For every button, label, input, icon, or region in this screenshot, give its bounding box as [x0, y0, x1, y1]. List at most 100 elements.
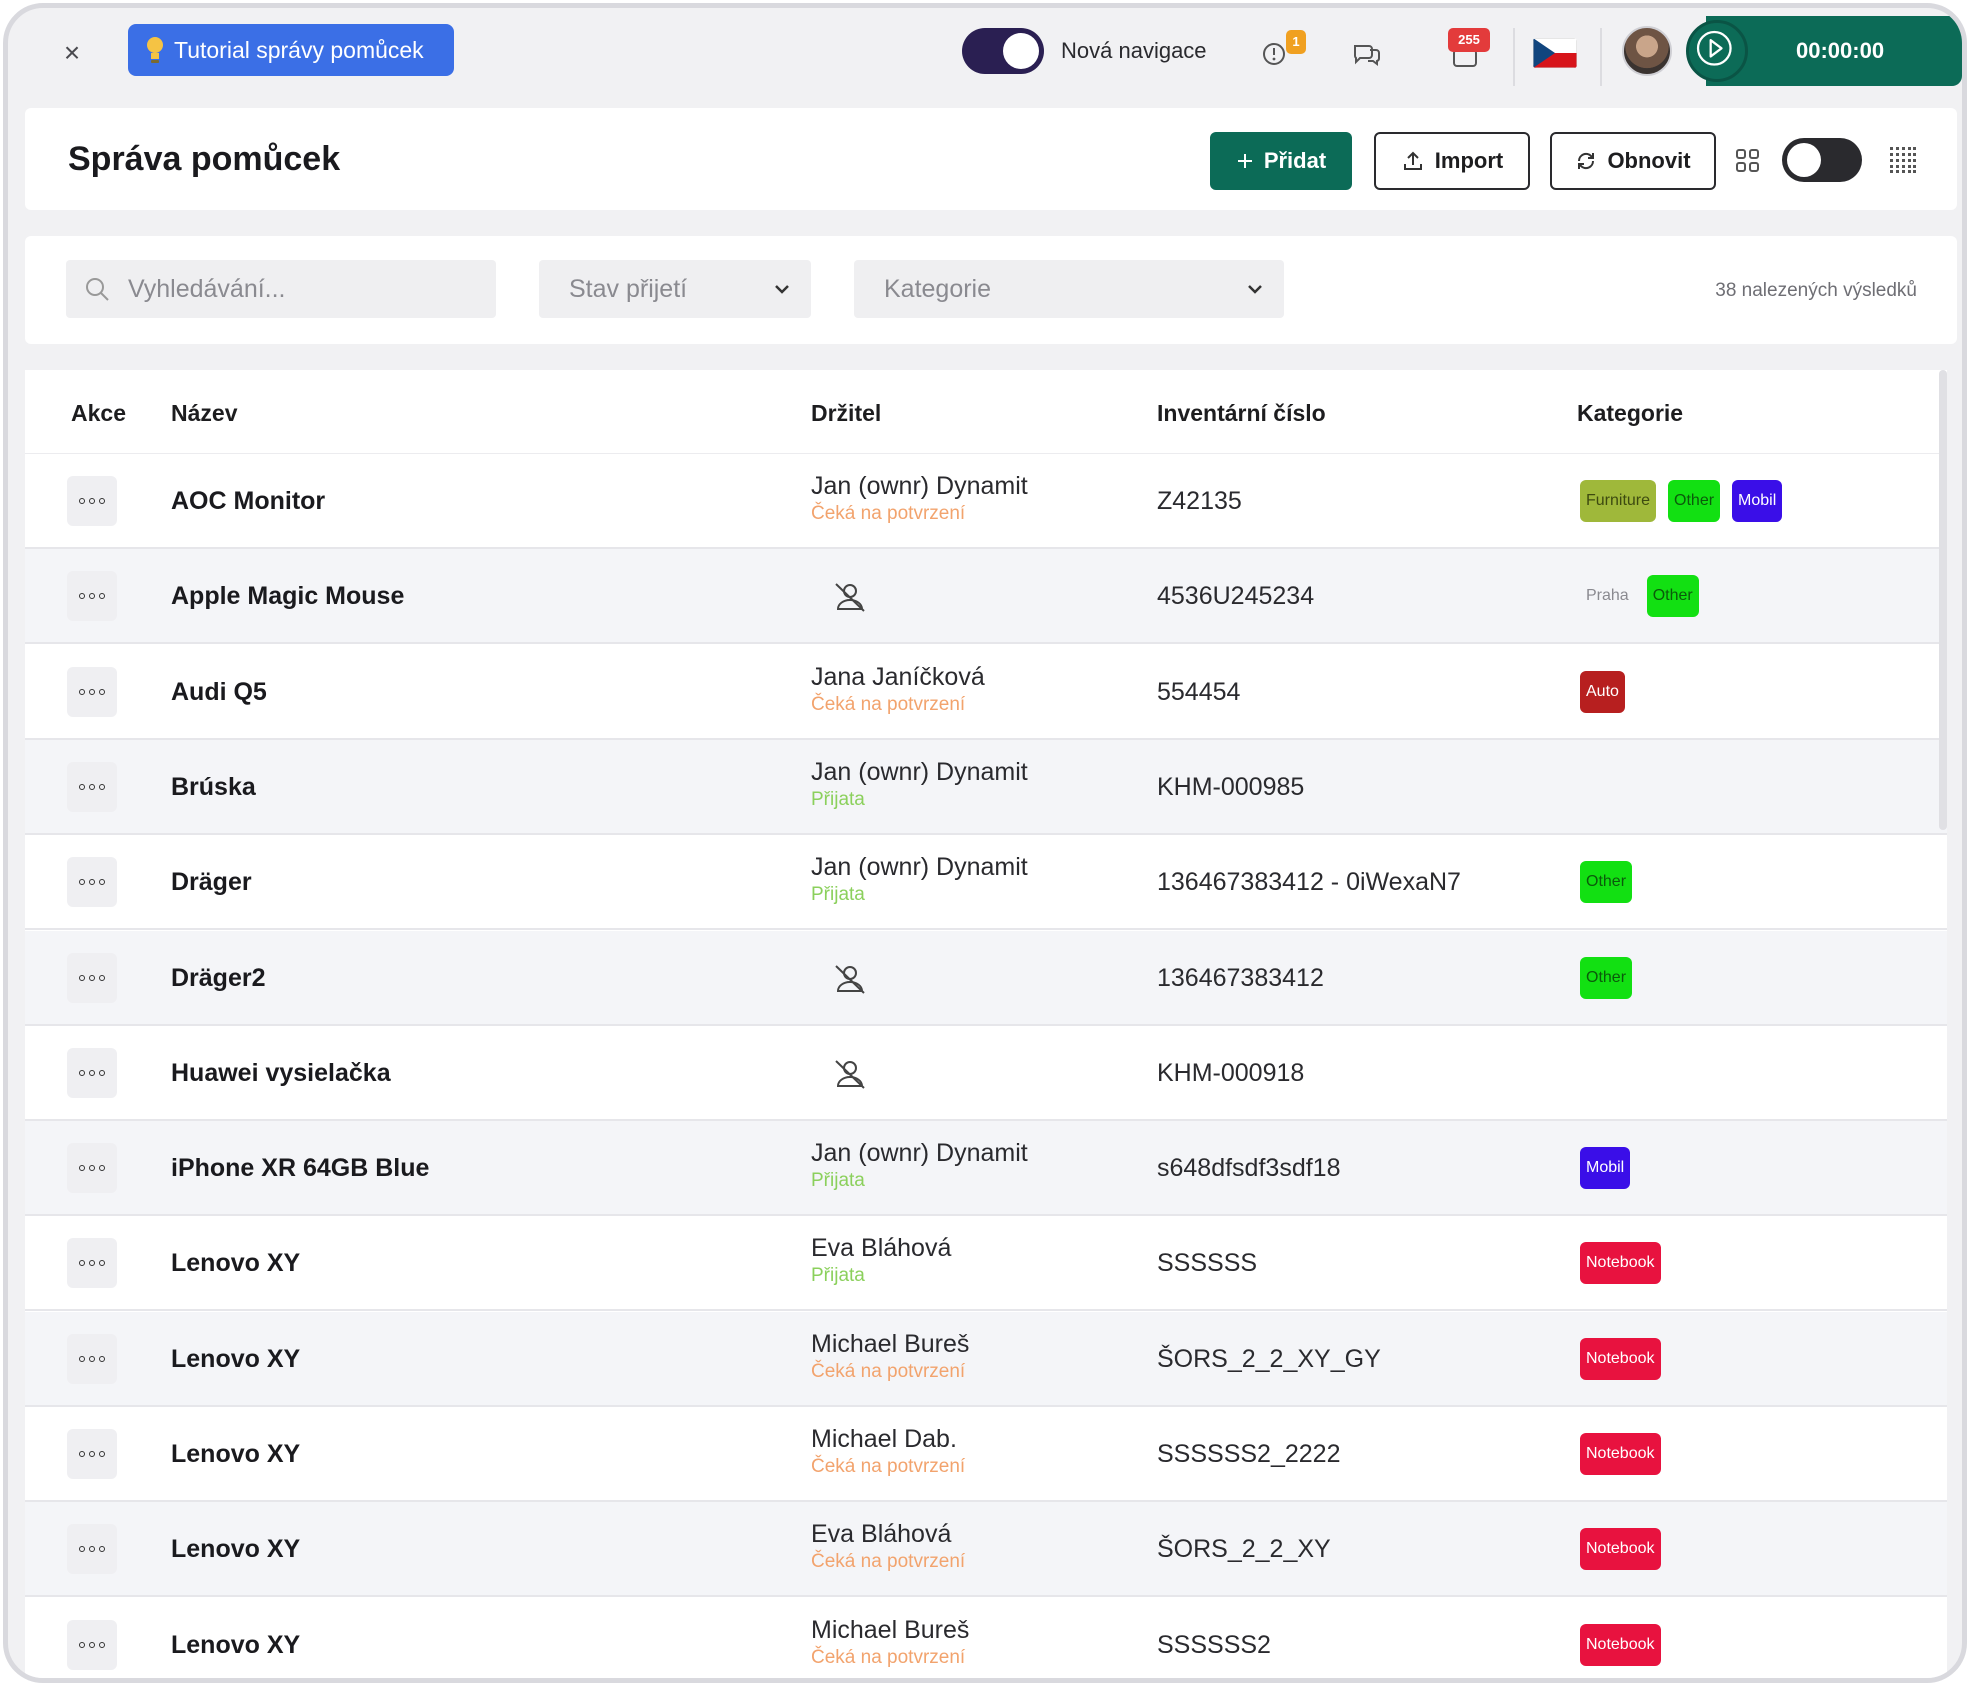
holder-status: Čeká na potvrzení: [811, 1360, 966, 1382]
grid-view-icon[interactable]: [1735, 148, 1761, 174]
inventory-number: ŠORS_2_2_XY_GY: [1157, 1344, 1381, 1373]
add-button[interactable]: Přidat: [1210, 132, 1352, 190]
acceptance-state-select[interactable]: Stav přijetí: [539, 260, 811, 318]
row-actions-button[interactable]: [67, 476, 117, 526]
holder-name: Michael Bureš: [811, 1329, 970, 1358]
holder-cell: Jana Janíčková Čeká na potvrzení: [811, 663, 985, 716]
holder-name: Jan (ownr) Dynamit: [811, 757, 1028, 786]
new-navigation-toggle[interactable]: [962, 28, 1044, 74]
dot-icon: [89, 1069, 95, 1076]
czech-flag-icon[interactable]: [1533, 38, 1577, 68]
row-actions-button[interactable]: [67, 1143, 117, 1194]
item-name[interactable]: AOC Monitor: [171, 487, 326, 515]
holder-name: Eva Bláhová: [811, 1520, 952, 1549]
view-toggle[interactable]: [1782, 138, 1862, 182]
column-header-name[interactable]: Název: [171, 400, 238, 426]
item-name[interactable]: Lenovo XY: [171, 1249, 301, 1278]
item-name[interactable]: iPhone XR 64GB Blue: [171, 1154, 430, 1183]
item-name[interactable]: Apple Magic Mouse: [171, 582, 405, 611]
table-row[interactable]: AOC Monitor Jan (ownr) Dynamit Čeká na pot…: [25, 454, 1947, 549]
alert-info-icon[interactable]: [1260, 36, 1294, 70]
table-row[interactable]: Audi Q5 Jana Janíčková Čeká na potvrzení 55…: [25, 645, 1947, 740]
item-name[interactable]: Huawei vysielačka: [171, 1058, 391, 1087]
row-actions-button[interactable]: [67, 1524, 117, 1575]
refresh-icon: [1578, 152, 1595, 170]
column-header-inventory-number[interactable]: Inventární číslo: [1157, 400, 1326, 426]
holder-cell: Eva Bláhová Přijata: [811, 1234, 951, 1287]
category-select-label: Kategorie: [884, 274, 992, 303]
holder-status: Čeká na potvrzení: [811, 1456, 966, 1477]
table-row[interactable]: Dräger Jan (ownr) Dynamit Přijata 136467383…: [25, 835, 1947, 931]
dot-icon: [89, 688, 95, 695]
dense-grid-icon[interactable]: [1889, 146, 1917, 174]
table-row[interactable]: Lenovo XY Michael Bureš Čeká na potvrzení S…: [25, 1598, 1947, 1678]
search-input[interactable]: Vyhledávání...: [66, 260, 496, 318]
import-button[interactable]: Import: [1374, 132, 1530, 190]
table-row[interactable]: Lenovo XY Eva Bláhová Čeká na potvrzení ŠOR…: [25, 1502, 1947, 1598]
table-row[interactable]: Apple Magic Mouse 4536U245234 Praha Other: [25, 549, 1947, 645]
toggle-knob: [1003, 33, 1039, 69]
dot-icon: [89, 879, 95, 886]
item-name[interactable]: Lenovo XY: [171, 1440, 301, 1468]
row-actions-button[interactable]: [67, 666, 117, 717]
column-header-category[interactable]: Kategorie: [1577, 400, 1684, 426]
dot-icon: [99, 1165, 105, 1172]
dot-icon: [79, 498, 85, 504]
row-actions-button[interactable]: [67, 1429, 117, 1479]
table-row[interactable]: Lenovo XY Michael Bureš Čeká na potvrzení Š…: [25, 1311, 1947, 1407]
holder-cell: Jan (ownr) Dynamit Přijata: [811, 853, 1028, 906]
holder-cell: Jan (ownr) Dynamit Přijata: [811, 1139, 1028, 1192]
table-row[interactable]: Huawei vysielačka KHM-000918: [25, 1026, 1947, 1121]
inventory-number: s648dfsdf3sdf18: [1157, 1154, 1341, 1183]
row-actions-button[interactable]: [67, 1238, 117, 1289]
dot-icon: [89, 1546, 95, 1553]
row-actions-button[interactable]: [67, 857, 117, 908]
row-actions-button[interactable]: [67, 1047, 117, 1098]
item-name[interactable]: Lenovo XY: [171, 1630, 301, 1659]
table-row[interactable]: Brúska Jan (ownr) Dynamit Přijata KHM-00098…: [25, 739, 1947, 835]
row-actions-button[interactable]: [67, 1619, 117, 1670]
table-row[interactable]: Dräger2 136467383412 Other: [25, 930, 1947, 1026]
table-row[interactable]: iPhone XR 64GB Blue Jan (ownr) Dynamit Při…: [25, 1121, 1947, 1217]
alerts-badge: 1: [1286, 30, 1306, 54]
inventory-number: ŠORS_2_2_XY: [1157, 1535, 1331, 1564]
dot-icon: [99, 1546, 105, 1553]
holder-status: Přijata: [811, 884, 865, 906]
dot-icon: [89, 1641, 95, 1648]
avatar[interactable]: [1622, 26, 1672, 76]
category-select[interactable]: Kategorie: [854, 260, 1284, 318]
row-actions-button[interactable]: [67, 1333, 117, 1384]
item-name[interactable]: Lenovo XY: [171, 1344, 301, 1373]
close-icon[interactable]: ×: [63, 37, 81, 68]
inventory-number: Z42135: [1157, 487, 1242, 515]
row-actions-button[interactable]: [67, 761, 117, 812]
item-name[interactable]: Audi Q5: [171, 677, 267, 706]
chat-icon[interactable]: [1350, 36, 1384, 70]
item-name[interactable]: Dräger2: [171, 963, 266, 992]
inventory-number: 136467383412 - 0iWexaN7: [1157, 868, 1461, 897]
holder-cell: Michael Bureš Čeká na potvrzení: [811, 1330, 969, 1383]
dot-icon: [79, 1355, 85, 1362]
row-actions-button[interactable]: [67, 952, 117, 1003]
item-name[interactable]: Brúska: [171, 772, 256, 801]
row-actions-button[interactable]: [67, 571, 117, 622]
dot-icon: [99, 1260, 105, 1267]
table-row[interactable]: Lenovo XY Eva Bláhová Přijata SSSSSS Noteboo…: [25, 1216, 1947, 1312]
category-tag: Mobil: [1732, 480, 1783, 522]
item-name[interactable]: Dräger: [171, 868, 252, 897]
tutorial-button[interactable]: Tutorial správy pomůcek: [128, 24, 454, 76]
inventory-number: SSSSSS2: [1157, 1630, 1271, 1659]
play-button[interactable]: [1686, 20, 1748, 82]
column-header-holder[interactable]: Držitel: [811, 400, 882, 426]
dot-icon: [79, 783, 85, 790]
filter-bar: Vyhledávání... Stav přijetí Kategorie 38…: [25, 236, 1957, 344]
item-name[interactable]: Lenovo XY: [171, 1535, 301, 1564]
divider: [1513, 28, 1515, 86]
category-tag: Other: [1580, 956, 1633, 999]
table-row[interactable]: Lenovo XY Michael Dab. Čeká na potvrzení SS…: [25, 1407, 1947, 1502]
category-tag: Notebook: [1580, 1433, 1661, 1475]
scrollbar[interactable]: [1939, 370, 1947, 830]
holder-name: Jan (ownr) Dynamit: [811, 1139, 1028, 1168]
plus-icon: [1237, 154, 1252, 168]
refresh-button[interactable]: Obnovit: [1550, 132, 1716, 190]
